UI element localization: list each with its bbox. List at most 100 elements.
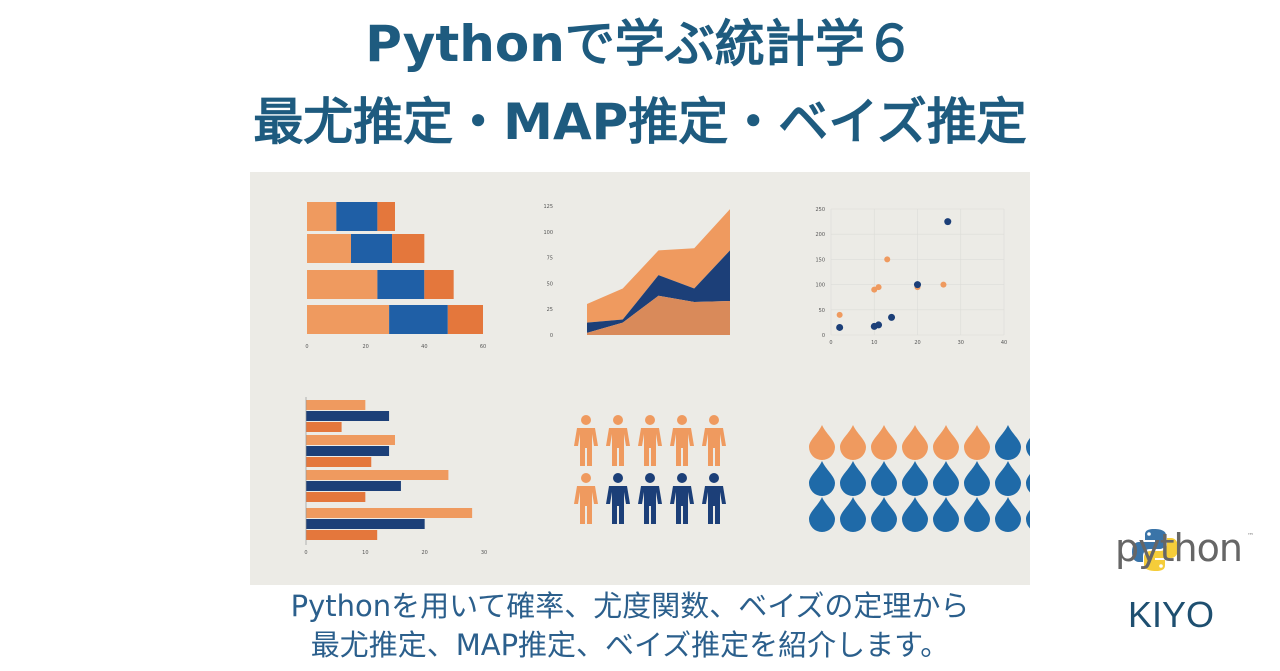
drop-icon (840, 461, 866, 496)
person-icon (670, 415, 694, 466)
drop-icon (871, 425, 897, 460)
person-icon (606, 473, 630, 524)
person-body (670, 486, 694, 524)
stacked-bar-segment (307, 270, 378, 299)
description-line1: Pythonを用いて確率、尤度関数、ベイズの定理から (290, 589, 970, 623)
drop-icon (1026, 474, 1030, 493)
x-tick-label: 0 (829, 340, 832, 346)
person-head (677, 473, 687, 483)
scatter-point-blue (944, 218, 952, 226)
y-tick-label: 0 (550, 333, 553, 339)
person-head (581, 415, 591, 425)
drop-icon (933, 425, 959, 460)
drop-icon (995, 461, 1021, 496)
stacked-bar-segment (307, 202, 337, 231)
person-body (606, 486, 630, 524)
x-tick-label: 30 (958, 340, 964, 346)
scatter-point-orange (940, 281, 947, 288)
grouped-bar (306, 481, 401, 491)
page-title-line2: 最尤推定・MAP推定・ベイズ推定 (253, 93, 1027, 151)
x-tick-label: 40 (1001, 340, 1007, 346)
drop-icon (809, 497, 835, 532)
y-tick-label: 100 (815, 283, 825, 289)
scatter-point-orange (836, 311, 843, 318)
drop-icon (871, 497, 897, 532)
grouped-bar (306, 422, 342, 432)
person-head (581, 473, 591, 483)
person-head (613, 415, 623, 425)
trademark: ™ (1247, 532, 1254, 540)
y-tick-label: 75 (547, 256, 553, 262)
stacked-bar-segment (389, 305, 448, 334)
drop-icon (840, 497, 866, 532)
stacked-bar-segment (351, 234, 393, 263)
drop-icon (933, 497, 959, 532)
y-tick-label: 50 (819, 308, 825, 314)
author-name: KIYO (1128, 594, 1215, 635)
scatter-point-blue (875, 321, 883, 329)
person-body (670, 428, 694, 466)
person-icon (606, 415, 630, 466)
person-icon (574, 415, 598, 466)
grouped-bar (306, 400, 366, 410)
drop-icon (933, 461, 959, 496)
drop-icon (809, 461, 835, 496)
person-body (638, 486, 662, 524)
grouped-bar (306, 530, 378, 540)
area-layer (587, 209, 730, 323)
person-icon (702, 415, 726, 466)
x-tick-label: 60 (480, 344, 486, 350)
grouped-bar (306, 435, 395, 445)
person-body (574, 428, 598, 466)
description-line2: 最尤推定、MAP推定、ベイズ推定を紹介します。 (310, 628, 950, 662)
area-layer (587, 295, 730, 335)
person-head (677, 415, 687, 425)
drop-icon (809, 425, 835, 460)
x-tick-label: 40 (421, 344, 427, 350)
y-tick-label: 50 (547, 281, 553, 287)
scatter-point-blue (888, 313, 896, 321)
person-icon (574, 473, 598, 524)
person-body (638, 428, 662, 466)
person-body (702, 486, 726, 524)
python-wordmark: python (1115, 526, 1243, 570)
x-tick-label: 30 (481, 550, 487, 556)
drop-icon (902, 497, 928, 532)
y-tick-label: 125 (543, 204, 553, 210)
grouped-bar (306, 492, 366, 502)
scatter-point-orange (884, 256, 891, 263)
stacked-bar-segment (392, 234, 425, 263)
drop-icon (1026, 438, 1030, 457)
drop-icon (902, 461, 928, 496)
drop-icon (995, 425, 1021, 460)
scatter-point-orange (871, 286, 878, 293)
person-icon (638, 415, 662, 466)
person-icon (638, 473, 662, 524)
stacked-bar-segment (336, 202, 378, 231)
python-snake-logo-icon (1132, 529, 1178, 571)
person-head (709, 473, 719, 483)
y-tick-label: 0 (822, 333, 825, 339)
drop-icon (902, 425, 928, 460)
scatter-point-blue (836, 323, 844, 331)
drop-icon (840, 425, 866, 460)
scatter-point-orange (875, 284, 882, 291)
scatter-point-blue (914, 281, 921, 289)
x-tick-label: 20 (914, 340, 920, 346)
grouped-bar (306, 470, 449, 480)
stacked-bar-segment (377, 270, 425, 299)
grouped-bar (306, 457, 372, 467)
x-tick-label: 0 (304, 550, 307, 556)
stacked-bar-segment (424, 270, 454, 299)
drop-icon (995, 497, 1021, 532)
person-head (645, 473, 655, 483)
stacked-bar-segment (447, 305, 483, 334)
area-layer (587, 250, 730, 333)
x-tick-label: 10 (362, 550, 368, 556)
drop-icon (964, 461, 990, 496)
person-head (709, 415, 719, 425)
person-head (645, 415, 655, 425)
grouped-bar (306, 411, 390, 421)
x-tick-label: 0 (305, 344, 308, 350)
